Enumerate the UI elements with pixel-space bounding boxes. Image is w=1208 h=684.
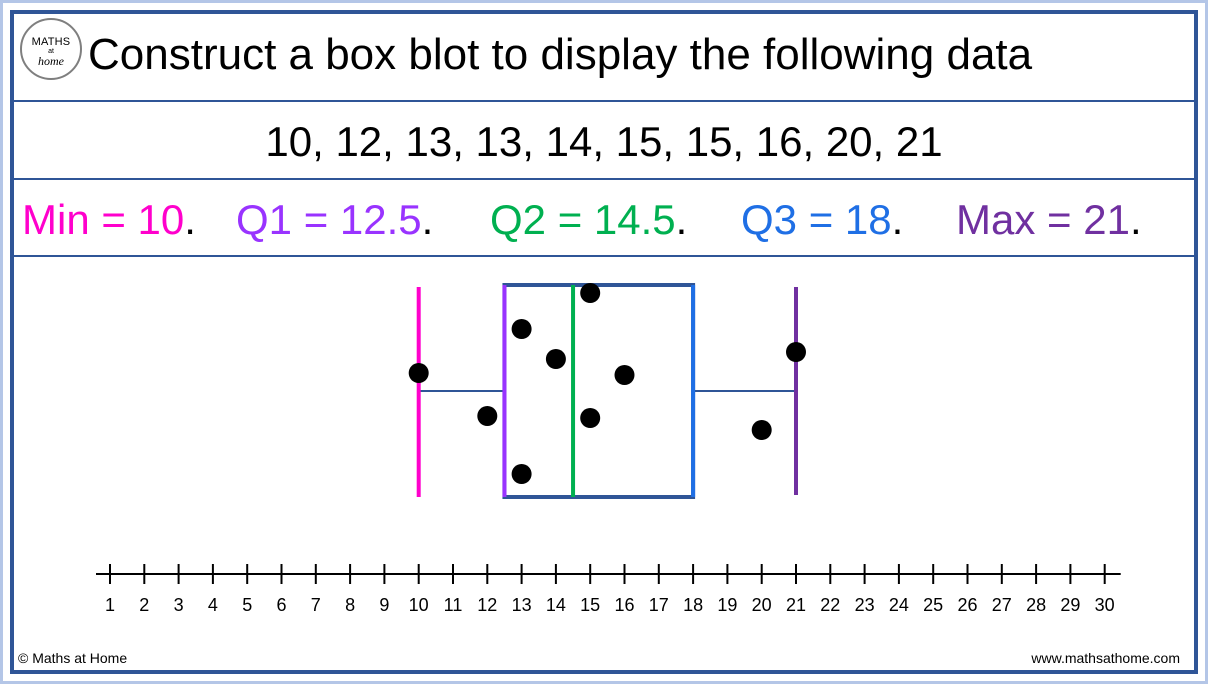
- axis-tick-label: 6: [276, 595, 286, 615]
- stat-q1-period: .: [421, 196, 434, 243]
- axis-tick-label: 19: [717, 595, 737, 615]
- box-iqr: [502, 283, 696, 499]
- axis-tick-label: 20: [752, 595, 772, 615]
- axis-tick-label: 10: [409, 595, 429, 615]
- data-point: [511, 319, 532, 339]
- stat-q3: Q3 = 18.: [741, 196, 903, 244]
- data-point: [580, 283, 601, 303]
- stat-max: Max = 21.: [956, 196, 1142, 244]
- stat-q2: Q2 = 14.5.: [490, 196, 687, 244]
- axis-tick-label: 28: [1026, 595, 1046, 615]
- stat-q2-label: Q2 = 14.5: [490, 196, 676, 243]
- axis-tick-label: 13: [512, 595, 532, 615]
- axis-tick-label: 21: [786, 595, 806, 615]
- axis-tick-label: 7: [311, 595, 321, 615]
- copyright-text: © Maths at Home: [18, 650, 128, 666]
- stat-q1-label: Q1 = 12.5: [236, 196, 422, 243]
- stat-q3-period: .: [891, 196, 904, 243]
- stat-q1: Q1 = 12.5.: [236, 196, 433, 244]
- axis-tick-label: 23: [855, 595, 875, 615]
- axis-tick-label: 1: [105, 595, 115, 615]
- axis-tick-label: 3: [174, 595, 184, 615]
- axis-tick-label: 5: [242, 595, 252, 615]
- axis-tick-label: 16: [614, 595, 634, 615]
- stat-min-period: .: [184, 196, 196, 243]
- logo-text-maths: MATHS: [31, 36, 71, 48]
- logo-text-home: home: [38, 54, 64, 68]
- logo-text-at: at: [48, 48, 54, 55]
- axis-tick-label: 26: [957, 595, 977, 615]
- data-point: [511, 464, 532, 484]
- data-point: [580, 408, 601, 428]
- data-point: [477, 406, 498, 426]
- stat-min: Min = 10.: [22, 196, 196, 244]
- axis-tick-label: 12: [477, 595, 497, 615]
- website-url: www.mathsathome.com: [1031, 650, 1180, 666]
- axis-tick-label: 11: [444, 595, 463, 615]
- axis-tick-label: 29: [1060, 595, 1080, 615]
- stat-q3-label: Q3 = 18: [741, 196, 892, 243]
- divider-data: [14, 178, 1194, 180]
- stat-min-label: Min = 10: [22, 196, 185, 243]
- axis-tick-label: 22: [820, 595, 840, 615]
- data-point: [408, 363, 429, 383]
- data-point: [545, 349, 566, 369]
- axis-tick-label: 15: [580, 595, 600, 615]
- axis-tick-label: 2: [139, 595, 149, 615]
- data-point: [751, 420, 772, 440]
- divider-stats: [14, 255, 1194, 257]
- axis-tick-label: 9: [379, 595, 389, 615]
- axis-tick-label: 18: [683, 595, 703, 615]
- page-title: Construct a box blot to display the foll…: [88, 30, 1033, 79]
- data-point: [614, 365, 635, 385]
- stat-q2-period: .: [675, 196, 688, 243]
- axis-tick-label: 30: [1095, 595, 1115, 615]
- maths-at-home-logo: MATHS at home: [20, 18, 82, 80]
- slide-frame: [10, 10, 1198, 674]
- data-point: [786, 342, 806, 362]
- axis-tick-label: 17: [649, 595, 669, 615]
- axis-tick-label: 8: [345, 595, 355, 615]
- axis-tick-label: 4: [208, 595, 218, 615]
- stat-max-period: .: [1129, 196, 1142, 243]
- divider-title: [14, 100, 1194, 102]
- axis-tick-label: 25: [923, 595, 943, 615]
- axis-tick-label: 24: [889, 595, 909, 615]
- stat-max-label: Max = 21: [956, 196, 1130, 243]
- dataset-values: 10, 12, 13, 13, 14, 15, 15, 16, 20, 21: [265, 118, 943, 165]
- axis-tick-label: 27: [992, 595, 1012, 615]
- axis-tick-label: 14: [546, 595, 566, 615]
